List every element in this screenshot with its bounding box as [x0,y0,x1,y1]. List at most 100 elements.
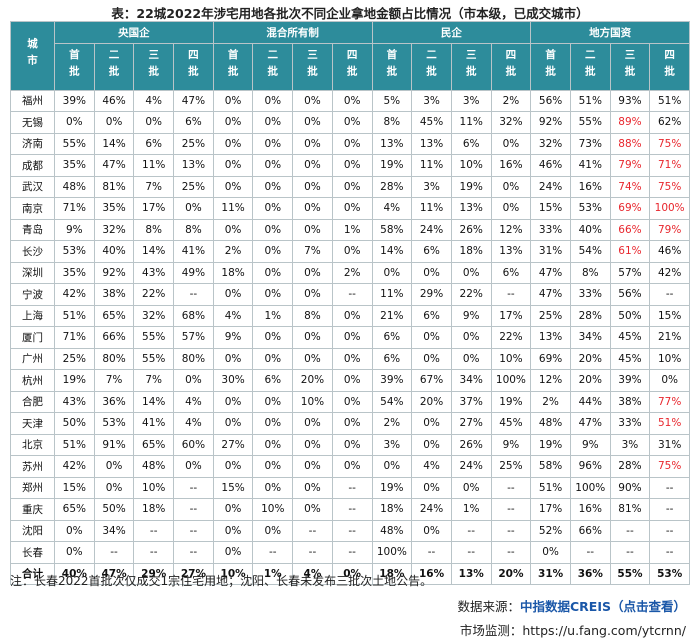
cell: 0% [331,304,373,327]
cell: 17% [490,304,532,327]
cell: 26% [450,433,492,456]
cell: 深圳 [10,261,55,284]
cell: 3% [371,433,413,456]
cell: 8% [133,218,175,241]
cell: 33% [569,283,611,306]
cell: 8% [371,111,413,134]
cell: 0% [292,197,333,220]
data-row: 天津 50% 53% 41% 4% 0% 0% 0% 0% 2% 0% 27% 45% 48% 47% 33%… [10,412,690,435]
cell: 52% [530,519,571,542]
cell: 100% [649,197,690,220]
cell: 89% [609,111,651,134]
cell: 6% [450,132,492,155]
cell: 15% [530,197,571,220]
data-row: 武汉 48% 81% 7% 25% 0% 0% 0% 0% 28% 3% 19% 0% 24% 16% 74%… [10,175,690,198]
cell: 0% [252,197,294,220]
cell: 75% [649,175,690,198]
cell: 0% [173,197,214,220]
cell: 10% [212,562,254,585]
cell: 69% [609,197,651,220]
cell: 37% [450,390,492,413]
subheader: 四批 [331,42,373,91]
cell: -- [133,541,175,564]
cell: 0% [292,412,333,435]
cell: 27% [212,433,254,456]
subheader-text: 三批 [147,48,160,82]
data-row: 青岛 9% 32% 8% 8% 0% 0% 0% 1% 58% 24% 26% 12% 33% 40% 66%… [10,218,690,241]
cell: 38% [609,390,651,413]
source-label: 数据来源： [457,599,520,614]
cell: 51% [569,89,611,112]
cell: 0% [411,476,452,499]
cell: 18% [371,498,413,521]
cell: 0% [331,369,373,392]
cell: 沈阳 [10,519,55,542]
cell: 0% [212,283,254,306]
cell: 0% [252,326,294,349]
subheader: 二批 [252,42,294,91]
subheader-text: 首批 [544,48,557,82]
cell: 22% [490,326,532,349]
cell: 66% [569,519,611,542]
cell: 0% [252,218,294,241]
data-row: 沈阳 0% 34% -- -- 0% 0% -- -- 48% 0% -- -- 52% 66% -- -- [10,519,690,542]
cell: 46% [649,240,690,263]
cell: 0% [252,240,294,263]
subheader-row: 首批 二批 三批 四批 首批 二批 三批 四批 首批 二批 三批 四批 首批 二批 三批 四批 [11,42,690,91]
source-link[interactable]: （点击查看） [610,599,686,614]
cell: 65% [133,433,175,456]
cell: 12% [530,369,571,392]
data-row: 厦门 71% 66% 55% 57% 9% 0% 0% 0% 6% 0% 0% 22% 13% 34% 45%… [10,326,690,349]
cell: 24% [411,498,452,521]
cell: 6% [173,111,214,134]
cell: 0% [331,175,373,198]
cell: 92% [93,261,135,284]
cell: 47% [530,283,571,306]
subheader-text: 四批 [186,48,199,82]
cell: 81% [609,498,651,521]
source-name[interactable]: 中指数据CREIS [519,599,611,614]
cell: -- [173,541,214,564]
cell: 31% [530,562,571,585]
group-header: 混合所有制 [212,21,373,44]
cell: 66% [93,326,135,349]
cell: 33% [609,412,651,435]
cell: 40% [93,240,135,263]
cell: 53% [93,412,135,435]
cell: 6% [133,132,175,155]
cell: 13% [450,197,492,220]
cell: -- [450,519,492,542]
cell: 26% [450,218,492,241]
cell: 0% [292,455,333,478]
cell: 0% [252,476,294,499]
cell: 81% [93,175,135,198]
cell: 0% [54,541,95,564]
cell: 0% [450,326,492,349]
cell: -- [609,519,651,542]
cell: 0% [212,175,254,198]
cell: 4% [173,390,214,413]
subheader: 三批 [450,42,492,91]
cell: 0% [331,132,373,155]
cell: -- [331,541,373,564]
cell: 4% [371,197,413,220]
data-row: 长春 0% -- -- -- 0% -- -- -- 100% -- -- -- 0% -- -- -- [10,541,690,564]
cell: 50% [93,498,135,521]
subheader-text: 四批 [504,48,517,82]
cell: -- [292,541,333,564]
cell: 56% [530,89,571,112]
cell: 0% [54,111,95,134]
cell: 36% [93,390,135,413]
cell: 10% [490,347,532,370]
cell: -- [331,498,373,521]
cell: 41% [173,240,214,263]
cell: 0% [252,283,294,306]
cell: 0% [292,89,333,112]
cell: 36% [569,562,611,585]
cell: 43% [133,261,175,284]
cell: 44% [569,390,611,413]
cell: 0% [331,347,373,370]
cell: -- [450,541,492,564]
cell: 21% [371,304,413,327]
cell: -- [490,519,532,542]
